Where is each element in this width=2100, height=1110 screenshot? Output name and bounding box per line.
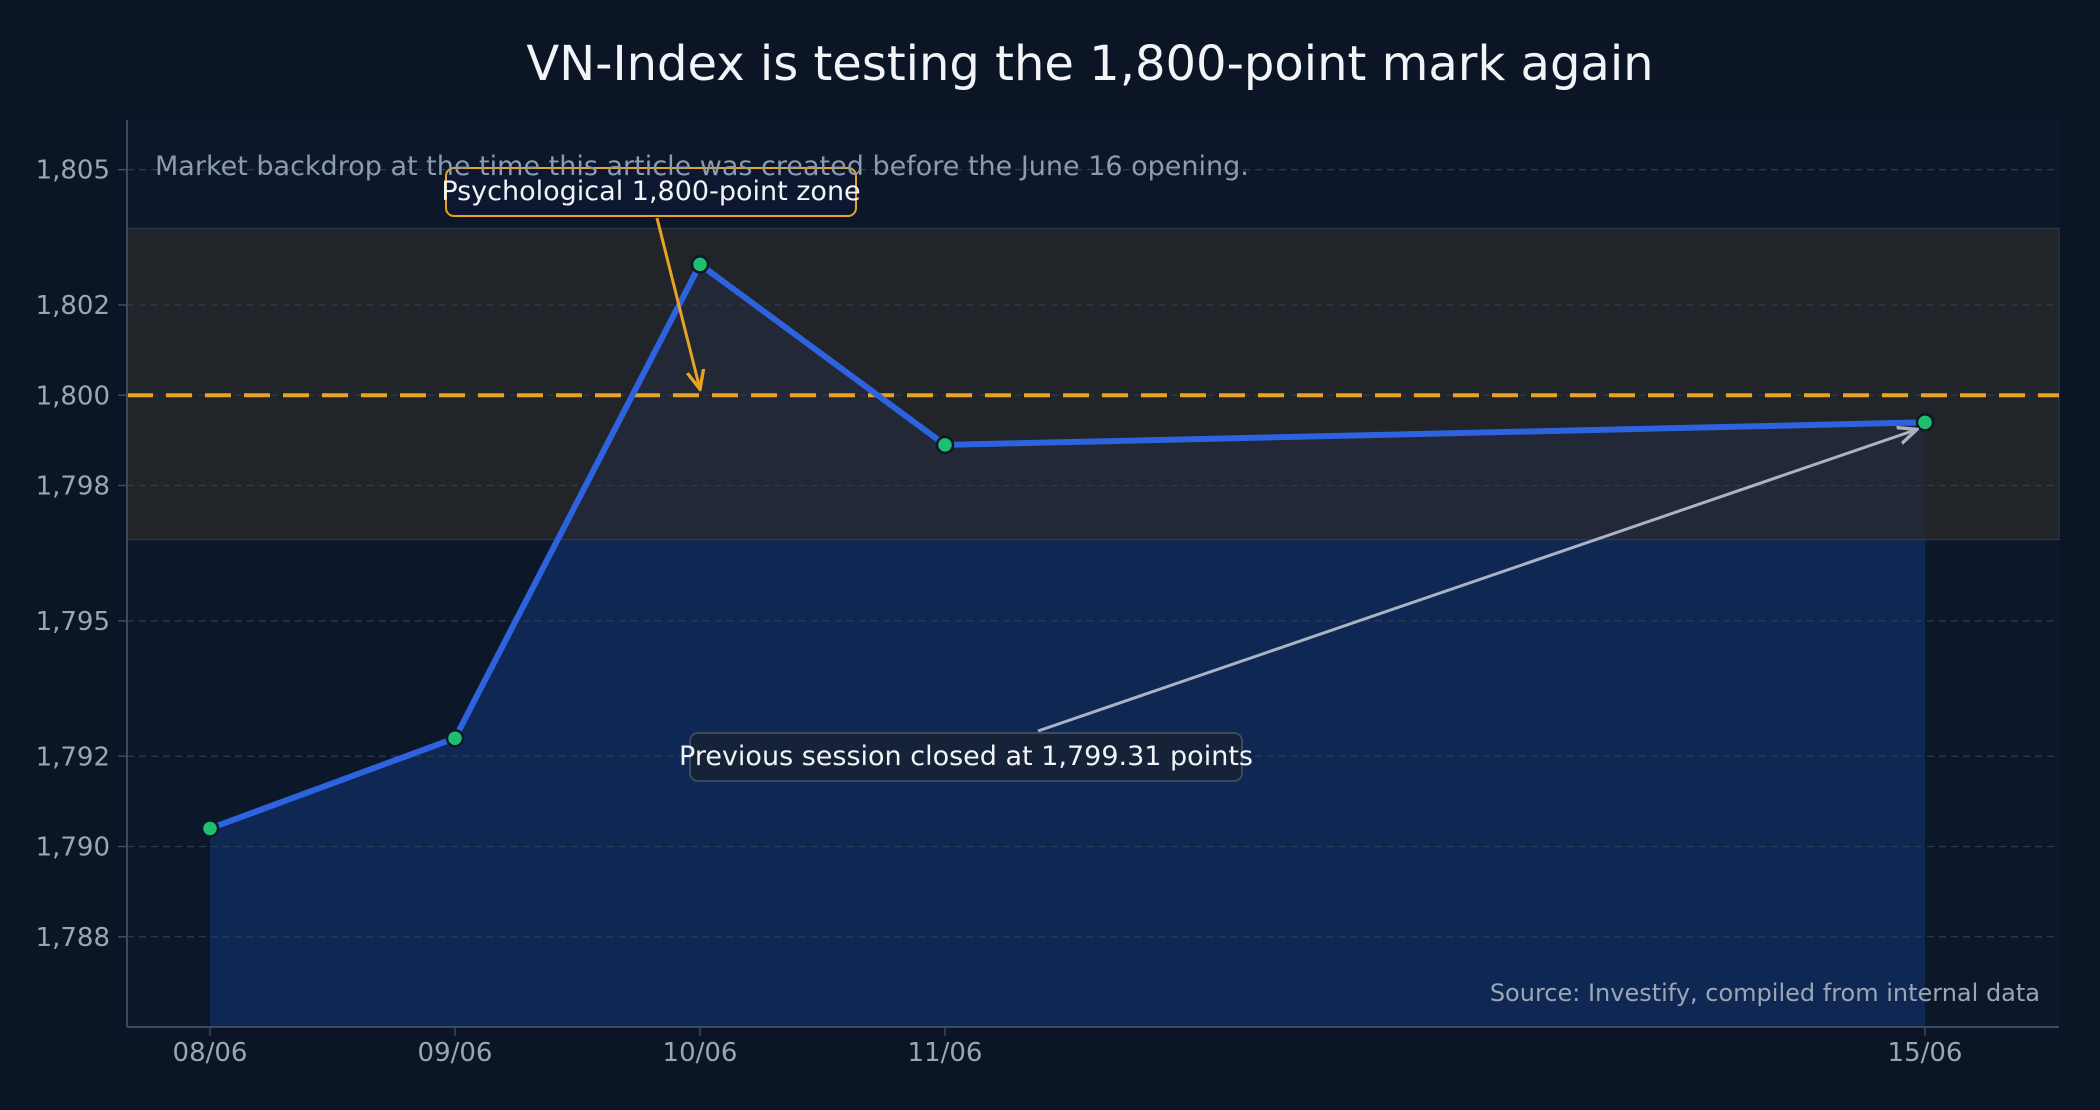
y-tick-label: 1,792 [36,742,110,772]
annotation-label-zone: Psychological 1,800-point zone [441,176,860,207]
x-tick-label: 11/06 [908,1038,983,1068]
annotation-arrow-close [1037,429,1917,733]
data-point [445,728,465,748]
y-tick-label: 1,800 [36,381,110,411]
annotation-box-zone [445,167,857,217]
source-note: Source: Investify, compiled from interna… [1490,979,2040,1007]
chart-title: VN-Index is testing the 1,800-point mark… [526,36,1653,92]
data-point [935,435,955,455]
y-tick-label: 1,795 [36,607,110,637]
x-tick-label: 10/06 [663,1038,738,1068]
data-point [1915,413,1935,432]
x-tick-label: 09/06 [418,1038,493,1068]
annotation-arrow-zone [655,217,700,389]
y-tick-label: 1,798 [36,472,110,502]
x-tick-label: 15/06 [1888,1038,1963,1068]
annotation-box-close [689,732,1243,782]
y-tick-label: 1,790 [36,833,110,863]
annotation-label-close: Previous session closed at 1,799.31 poin… [679,741,1253,772]
zone-band [126,227,2060,541]
data-point [200,819,220,838]
data-point [690,255,710,274]
y-tick-label: 1,788 [36,923,110,953]
y-tick-label: 1,805 [36,156,110,186]
x-tick-label: 08/06 [173,1038,248,1068]
y-tick-label: 1,802 [36,291,110,321]
chart-subtitle: Market backdrop at the time this article… [155,151,1249,182]
